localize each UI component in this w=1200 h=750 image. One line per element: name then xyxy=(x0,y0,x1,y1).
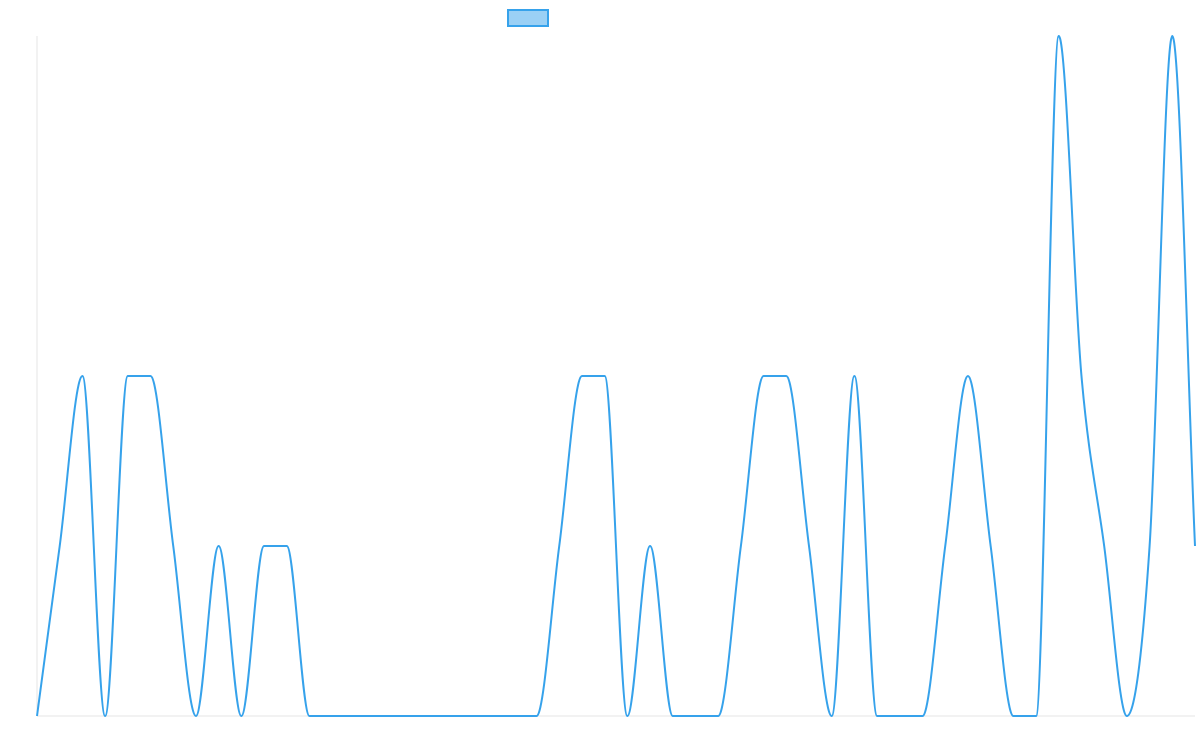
data-point-24[interactable] xyxy=(579,373,585,379)
data-point-15[interactable] xyxy=(375,713,381,719)
series-layer xyxy=(34,33,1198,719)
data-point-48[interactable] xyxy=(1124,713,1130,719)
legend-swatch[interactable] xyxy=(507,9,549,27)
data-point-8[interactable] xyxy=(216,543,222,549)
data-point-20[interactable] xyxy=(488,713,494,719)
data-point-35[interactable] xyxy=(829,713,835,719)
data-point-12[interactable] xyxy=(306,713,312,719)
data-point-11[interactable] xyxy=(284,543,290,549)
data-point-17[interactable] xyxy=(420,713,426,719)
series-line-0 xyxy=(36,34,1196,718)
data-point-31[interactable] xyxy=(738,543,744,549)
data-point-10[interactable] xyxy=(261,543,267,549)
data-point-19[interactable] xyxy=(465,713,471,719)
data-point-46[interactable] xyxy=(1078,373,1084,379)
data-point-22[interactable] xyxy=(534,713,540,719)
data-point-36[interactable] xyxy=(851,373,857,379)
data-point-34[interactable] xyxy=(806,543,812,549)
data-point-5[interactable] xyxy=(148,373,154,379)
data-point-27[interactable] xyxy=(647,543,653,549)
data-point-39[interactable] xyxy=(920,713,926,719)
data-point-41[interactable] xyxy=(965,373,971,379)
data-point-3[interactable] xyxy=(102,713,108,719)
data-point-29[interactable] xyxy=(692,713,698,719)
data-point-18[interactable] xyxy=(443,713,449,719)
data-point-16[interactable] xyxy=(397,713,403,719)
data-point-42[interactable] xyxy=(988,543,994,549)
data-point-13[interactable] xyxy=(329,713,335,719)
data-point-51[interactable] xyxy=(1192,543,1198,549)
data-point-6[interactable] xyxy=(170,543,176,549)
data-point-9[interactable] xyxy=(238,713,244,719)
data-point-1[interactable] xyxy=(57,543,63,549)
data-point-28[interactable] xyxy=(670,713,676,719)
data-point-38[interactable] xyxy=(897,713,903,719)
data-point-32[interactable] xyxy=(761,373,767,379)
data-point-25[interactable] xyxy=(602,373,608,379)
data-point-45[interactable] xyxy=(1056,33,1062,39)
data-point-33[interactable] xyxy=(783,373,789,379)
data-point-23[interactable] xyxy=(556,543,562,549)
data-point-2[interactable] xyxy=(79,373,85,379)
data-point-43[interactable] xyxy=(1010,713,1016,719)
data-point-40[interactable] xyxy=(942,543,948,549)
data-point-0[interactable] xyxy=(34,713,40,719)
data-point-47[interactable] xyxy=(1101,543,1107,549)
data-point-7[interactable] xyxy=(193,713,199,719)
data-point-4[interactable] xyxy=(125,373,131,379)
data-point-21[interactable] xyxy=(511,713,517,719)
data-point-49[interactable] xyxy=(1147,543,1153,549)
data-point-37[interactable] xyxy=(874,713,880,719)
data-point-50[interactable] xyxy=(1169,33,1175,39)
data-point-44[interactable] xyxy=(1033,713,1039,719)
data-point-26[interactable] xyxy=(624,713,630,719)
data-point-14[interactable] xyxy=(352,713,358,719)
data-point-30[interactable] xyxy=(715,713,721,719)
